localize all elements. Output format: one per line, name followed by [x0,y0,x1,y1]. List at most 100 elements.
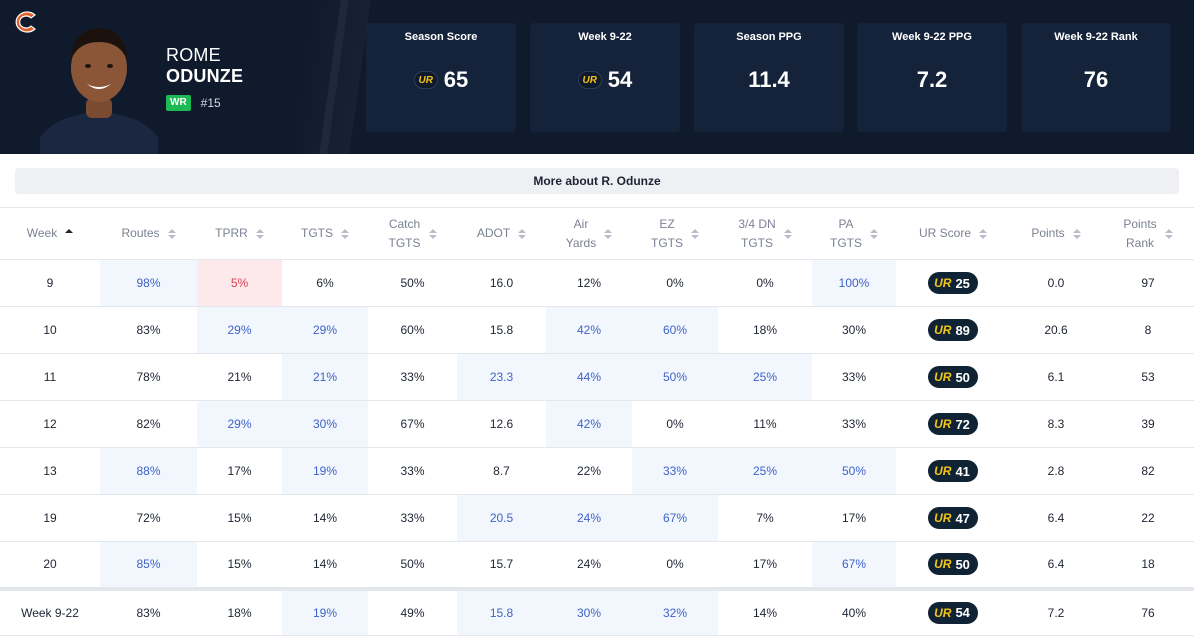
table-cell: 78% [136,370,161,384]
column-header[interactable]: 3/4 DN TGTS [718,208,812,260]
stat-title: Week 9-22 PPG [892,31,972,43]
table-cell: 88% [100,447,197,495]
table-cell: 100% [812,259,896,307]
sort-icon[interactable] [1164,228,1173,239]
ur-score-badge: UR 89 [928,319,978,341]
ur-score-value: 25 [955,275,970,291]
table-cell: 2.8 [1047,464,1065,478]
ur-score-badge: UR 72 [928,413,978,435]
column-header[interactable]: Week [0,208,100,260]
sort-icon[interactable] [979,228,987,239]
stat-title: Week 9-22 Rank [1054,31,1138,43]
sort-icon[interactable] [341,228,349,239]
column-header-label: Routes [121,226,160,240]
sort-icon[interactable] [428,228,437,239]
table-cell: 44% [546,353,632,401]
more-about-wrap: More about R. Odunze [0,154,1194,207]
sort-icon[interactable] [1072,228,1081,239]
table-cell: 30% [282,400,368,448]
table-cell: 30% [841,323,867,337]
table-cell: 18% [227,605,252,620]
table-cell: 8.3 [1047,417,1065,431]
table-cell: 60% [400,323,425,337]
more-about-button[interactable]: More about R. Odunze [15,168,1179,194]
table-cell: 21% [282,353,368,401]
player-first-name: ROME [166,45,221,65]
sort-icon[interactable] [518,228,527,239]
table-cell: 33% [400,464,425,478]
stat-value: 76 [1083,67,1109,92]
column-header-label: TPRR [215,226,248,240]
table-cell: 7% [756,511,774,525]
column-header[interactable]: Points Rank [1102,208,1194,260]
ur-logo-icon: UR [934,605,952,620]
sort-icon[interactable] [167,228,176,239]
table-body: 9 98% 5% 6% 50% 16.0 12% 0% 0% 100% UR 25 0.0 97 10 83%… [0,259,1194,636]
table-cell: 33% [400,511,425,525]
sort-asc-icon[interactable] [65,228,74,239]
table-cell: 19% [282,447,368,495]
table-total-row: Week 9-22 83% 18% 19% 49% 15.8 30% 32% 14% 40% UR 5… [0,588,1194,636]
table-cell: 42% [546,306,632,354]
column-header-label: TGTS [301,226,333,240]
sort-icon[interactable] [783,228,792,239]
table-row: 12 82% 29% 30% 67% 12.6 42% 0% 11% 33% UR 72 8.3 39 [0,400,1194,448]
player-last-name: ODUNZE [166,66,244,86]
table-cell: 33% [400,370,425,384]
table-cell: 98% [100,259,197,307]
column-header[interactable]: TPRR [197,208,282,260]
table-cell: 15.7 [489,557,514,572]
table-cell: 97 [1141,276,1155,290]
table-cell: 82% [136,417,161,431]
column-header[interactable]: UR Score [896,208,1010,260]
table-cell: 5% [197,259,282,307]
stat-value: 54 [607,67,633,92]
table-cell: 33% [841,370,867,384]
ur-score-badge: UR 54 [928,601,978,624]
table-cell: Week 9-22 [21,605,79,620]
column-header[interactable]: ADOT [457,208,546,260]
ur-score-cell: UR 54 [896,589,1010,636]
sort-icon[interactable] [604,228,613,239]
table-cell: 16.0 [489,276,514,290]
sort-icon[interactable] [691,228,699,239]
column-header-label: 3/4 DN TGTS [738,216,776,250]
stat-title: Week 9-22 [578,31,632,43]
ur-score-cell: UR 50 [896,354,1010,401]
table-cell: 14% [312,557,338,572]
table-cell: 19 [43,511,57,525]
sort-icon[interactable] [255,228,264,239]
sort-icon[interactable] [870,228,878,239]
table-cell: 7.2 [1047,605,1065,620]
ur-score-cell: UR 25 [896,260,1010,307]
column-header[interactable]: TGTS [282,208,368,260]
column-header[interactable]: Air Yards [546,208,632,260]
table-cell: 20.6 [1044,323,1068,337]
player-name: ROME ODUNZE [166,45,243,87]
column-header[interactable]: Catch TGTS [368,208,457,260]
player-meta: WR #15 [166,95,221,111]
table-cell: 50% [632,353,718,401]
table-cell: 40% [841,605,867,620]
ur-score-badge: UR 25 [928,272,978,294]
table-cell: 67% [400,417,425,431]
player-header: ROME ODUNZE WR #15 Season Score UR 65 We… [0,0,1194,154]
table-cell: 12 [43,417,57,431]
table-cell: 18% [752,323,778,337]
ur-score-cell: UR 47 [896,495,1010,542]
table-header-row: Week Routes TPRR TGTS Catch TGTS ADOT Air Yards E… [0,207,1194,260]
stat-title: Season Score [404,31,478,43]
column-header[interactable]: Points [1010,208,1102,260]
table-cell: 15% [227,511,252,525]
column-header[interactable]: Routes [100,208,197,260]
ur-score-badge: UR 41 [928,460,978,482]
stat-value: 7.2 [916,67,948,92]
table-cell: 6.4 [1047,511,1065,525]
ur-score-cell: UR 89 [896,307,1010,354]
table-cell: 0% [666,276,684,290]
table-cell: 76 [1141,605,1155,620]
table-cell: 85% [100,541,197,589]
table-cell: 24% [576,557,602,572]
column-header[interactable]: PA TGTS [812,208,896,260]
column-header[interactable]: EZ TGTS [632,208,718,260]
